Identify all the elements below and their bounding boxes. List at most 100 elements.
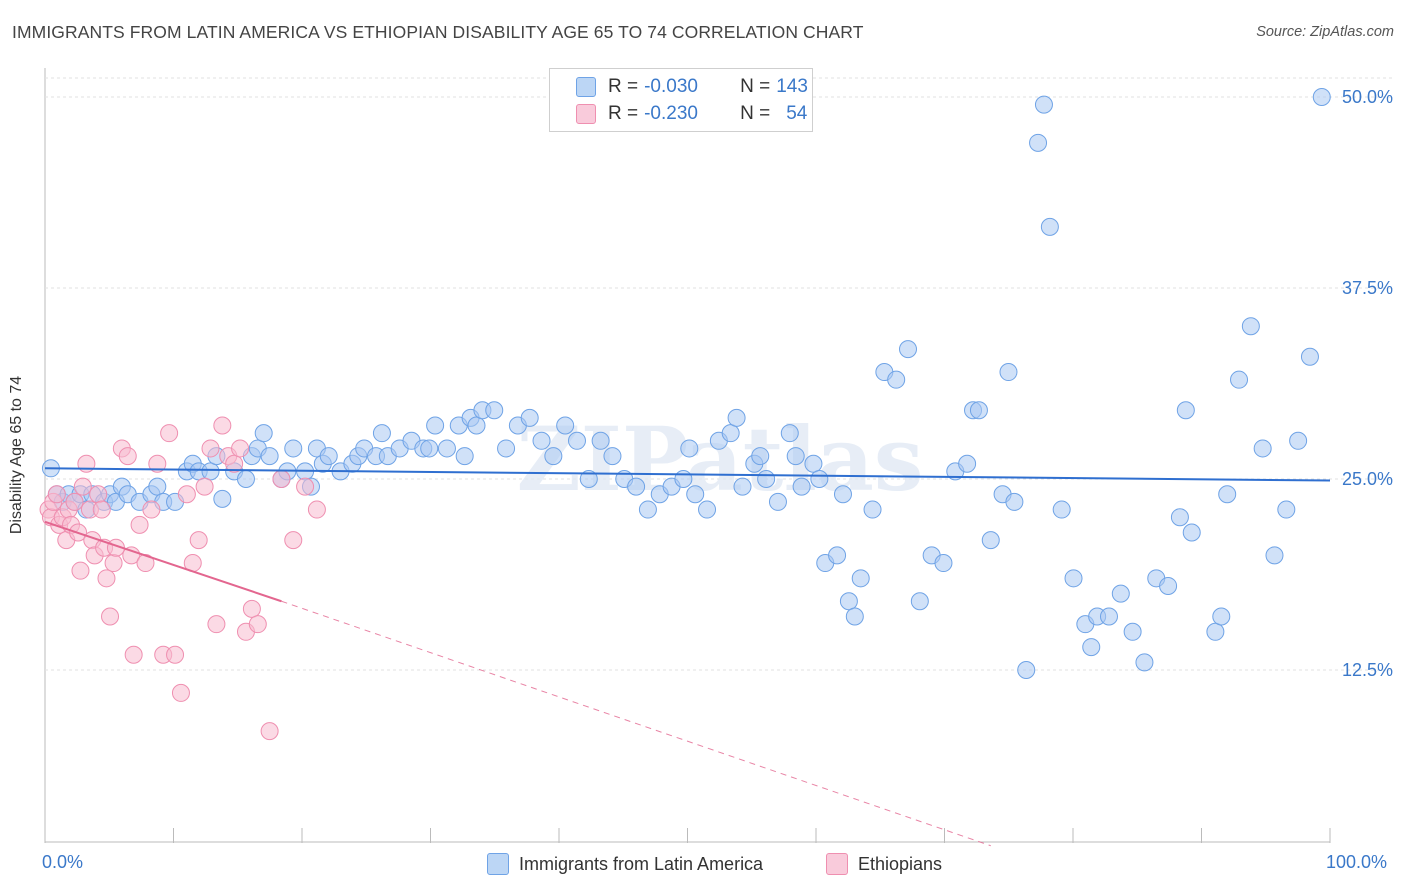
legend-r-label: R = — [608, 76, 639, 97]
legend-r-value: -0.230 — [644, 103, 698, 124]
ethiopian-point — [201, 439, 220, 458]
ethiopian-point — [92, 500, 111, 519]
ethiopian-point — [47, 485, 66, 504]
bottom-legend-latin-america: Immigrants from Latin America — [487, 852, 763, 876]
latin-america-point — [828, 546, 847, 565]
latin-america-point — [254, 424, 273, 443]
y-axis-label: Disability Age 65 to 74 — [8, 375, 25, 535]
latin-america-point — [1159, 576, 1178, 595]
ethiopian-point — [272, 470, 291, 488]
latin-america-point — [1300, 347, 1319, 366]
latin-america-point — [887, 370, 906, 389]
ethiopian-point — [231, 439, 250, 458]
ethiopian-point — [171, 683, 190, 702]
latin-america-point — [698, 500, 717, 519]
latin-america-point — [213, 489, 232, 508]
latin-america-point — [1017, 661, 1036, 679]
latin-america-point — [201, 462, 220, 481]
legend-n-label: N = — [740, 103, 771, 124]
latin-america-point — [420, 439, 439, 458]
latin-america-point — [1241, 317, 1260, 336]
latin-america-point — [1099, 607, 1118, 626]
latin-america-point — [981, 531, 1000, 550]
latin-america-point — [727, 408, 746, 427]
source-credit: Source: ZipAtlas.com — [1256, 24, 1394, 40]
latin-america-point — [1123, 622, 1142, 641]
watermark: ZIPatlas — [517, 407, 924, 511]
latin-america-point — [1064, 569, 1083, 588]
latin-america-point — [751, 447, 770, 466]
chart-title: IMMIGRANTS FROM LATIN AMERICA VS ETHIOPI… — [12, 22, 864, 42]
legend-r-label: R = — [608, 103, 639, 124]
latin-america-point — [148, 477, 167, 496]
bottom-legend-label-ethiopians: Ethiopians — [858, 853, 943, 874]
latin-america-point — [467, 416, 486, 435]
ethiopian-point — [101, 607, 120, 626]
y-tick-label: 50.0% — [1342, 87, 1393, 107]
latin-america-point — [532, 431, 551, 450]
bottom-legend-swatch-latin-america — [487, 853, 509, 875]
x-tick-label-max: 100.0% — [1326, 852, 1388, 872]
ethiopian-point — [148, 454, 167, 473]
latin-america-point — [1005, 492, 1024, 511]
latin-america-point — [437, 439, 456, 458]
latin-america-point — [372, 424, 391, 443]
latin-america-point — [455, 447, 474, 466]
latin-america-point — [845, 607, 864, 626]
ethiopian-point — [177, 485, 196, 504]
latin-america-point — [1230, 370, 1249, 389]
latin-america-point — [721, 424, 740, 443]
latin-america-point — [674, 470, 693, 488]
bottom-legend-swatch-ethiopians — [826, 853, 848, 875]
latin-america-point — [1212, 607, 1231, 626]
latin-america-point — [757, 470, 776, 488]
bottom-legend-ethiopians: Ethiopians — [826, 852, 942, 876]
latin-america-point — [1277, 500, 1296, 519]
latin-america-point — [603, 447, 622, 466]
latin-america-point — [579, 470, 598, 488]
ethiopian-point — [65, 492, 84, 511]
x-tick-label-min: 0.0% — [42, 852, 84, 872]
latin-america-point — [426, 416, 445, 435]
latin-america-point — [1040, 217, 1059, 236]
latin-america-point — [1170, 508, 1189, 527]
latin-america-point — [1176, 401, 1195, 420]
ethiopian-point — [195, 477, 214, 496]
latin-america-point — [792, 477, 811, 496]
legend-n-value: 143 — [776, 76, 808, 97]
legend-n-value: 54 — [786, 103, 808, 124]
ethiopian-point — [260, 722, 279, 741]
ethiopian-point — [118, 447, 137, 466]
ethiopian-point — [89, 485, 108, 504]
legend-swatch-ethiopians — [576, 104, 596, 124]
ethiopian-point — [104, 554, 123, 573]
latin-america-point — [863, 500, 882, 519]
ethiopian-point — [242, 599, 261, 618]
ethiopian-point — [284, 531, 303, 550]
ethiopian-point — [307, 500, 326, 519]
stats-legend: R = -0.030 N = 143 R = -0.230 N = 54 — [549, 68, 813, 132]
y-tick-label: 25.0% — [1342, 469, 1393, 489]
latin-america-point — [851, 569, 870, 588]
latin-america-point — [567, 431, 586, 450]
latin-america-point — [958, 454, 977, 473]
latin-america-point — [1182, 523, 1201, 542]
ethiopian-point — [73, 477, 92, 496]
latin-america-point — [638, 500, 657, 519]
latin-america-point — [910, 592, 929, 611]
ethiopian-point — [166, 645, 185, 664]
latin-america-point — [1289, 431, 1308, 450]
latin-america-point — [934, 554, 953, 573]
latin-america-point — [733, 477, 752, 496]
latin-america-point — [591, 431, 610, 450]
ethiopian-trend-line — [44, 520, 282, 603]
latin-america-point — [627, 477, 646, 496]
latin-america-point — [236, 470, 255, 488]
latin-america-point — [1029, 133, 1048, 152]
latin-america-point — [485, 401, 504, 420]
latin-america-point — [520, 408, 539, 427]
latin-america-point — [1206, 622, 1225, 641]
ethiopian-point — [130, 515, 149, 534]
latin-america-point — [1111, 584, 1130, 603]
